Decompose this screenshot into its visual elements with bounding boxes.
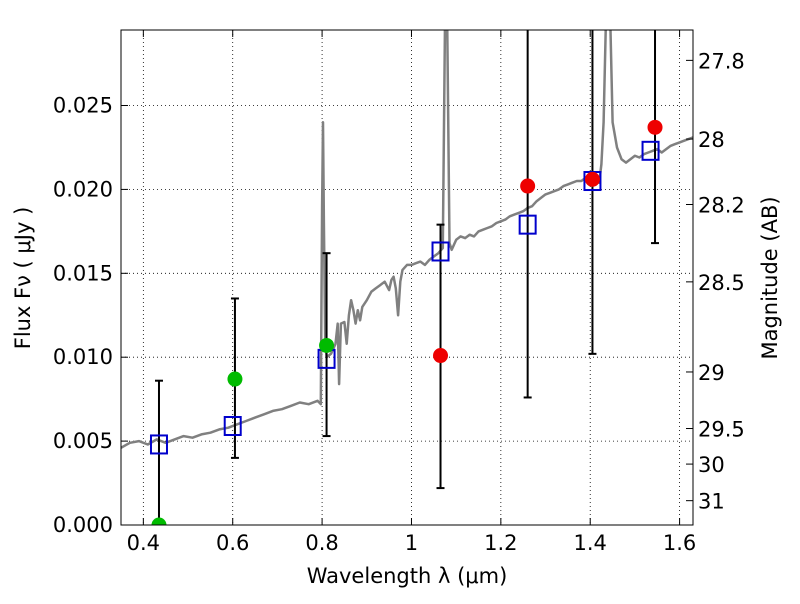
detection-point <box>151 517 167 525</box>
model-photometry-square <box>431 241 450 262</box>
y2-axis-title: Magnitude (AB) <box>758 196 782 359</box>
x-tick-label: 0.8 <box>305 531 338 555</box>
y-tick-label: 0.005 <box>53 429 113 453</box>
plot-frame <box>120 29 694 526</box>
x-tick-label: 0.4 <box>127 531 160 555</box>
y2-tick-label: 30 <box>698 453 725 477</box>
y-tick-label: 0.015 <box>53 261 113 285</box>
ticks: 0.4 0.6 0.8 1 1.2 1.4 1.6 0.000 0.005 0.010 0.015 0… <box>53 30 745 555</box>
detection-point <box>319 337 335 353</box>
measurement-point <box>584 171 600 187</box>
plot-area <box>121 30 693 525</box>
y-tick-label: 0.025 <box>53 94 113 118</box>
x-tick-label: 0.6 <box>216 531 249 555</box>
y2-tick-label: 27.8 <box>698 49 745 73</box>
x-tick-label: 1 <box>405 531 418 555</box>
model-spectrum-line <box>121 30 693 449</box>
y2-tick-label: 28.5 <box>698 271 745 295</box>
y-tick-label: 0.010 <box>53 345 113 369</box>
y2-tick-label: 29 <box>698 361 725 385</box>
x-tick-label: 1.6 <box>663 531 696 555</box>
x-tick-label: 1.2 <box>484 531 517 555</box>
grid <box>121 30 693 526</box>
y2-tick-label: 29.5 <box>698 418 745 442</box>
model-photometry-square <box>518 214 537 235</box>
x-axis-title: Wavelength λ (μm) <box>307 564 508 588</box>
measurement-point <box>520 178 536 194</box>
y2-tick-label: 28.2 <box>698 194 745 218</box>
measurement-point <box>433 348 449 364</box>
x-tick-label: 1.4 <box>574 531 607 555</box>
model-photometry-square <box>149 434 168 455</box>
y-axis-title: Flux Fν ( μJy ) <box>11 207 35 350</box>
y2-tick-label: 31 <box>698 490 725 514</box>
y2-tick-label: 28 <box>698 128 725 152</box>
y-tick-label: 0.000 <box>53 513 113 537</box>
measurement-point <box>647 119 663 135</box>
model-photometry-square <box>223 416 242 436</box>
detection-point <box>227 371 243 387</box>
model-photometry-square <box>641 140 660 161</box>
y-tick-label: 0.020 <box>53 177 113 201</box>
